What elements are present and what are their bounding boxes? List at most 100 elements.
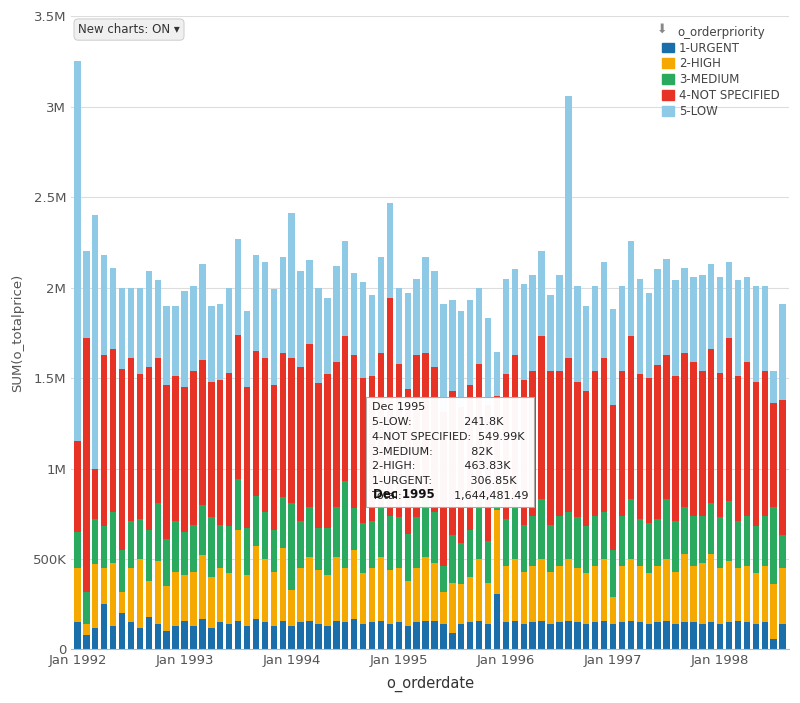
Bar bbox=[351, 354, 358, 508]
Bar bbox=[628, 621, 634, 650]
Bar bbox=[521, 380, 527, 524]
Bar bbox=[628, 499, 634, 559]
Bar bbox=[83, 624, 90, 635]
Bar bbox=[270, 290, 277, 385]
Bar bbox=[173, 521, 179, 572]
Bar bbox=[163, 586, 170, 631]
Bar bbox=[530, 515, 536, 566]
Bar bbox=[378, 257, 384, 353]
Bar bbox=[734, 376, 742, 521]
Bar bbox=[226, 373, 232, 527]
Bar bbox=[663, 621, 670, 650]
Bar bbox=[182, 532, 188, 575]
Bar bbox=[253, 351, 259, 496]
Bar bbox=[217, 380, 223, 524]
Bar bbox=[74, 532, 81, 568]
Bar bbox=[279, 257, 286, 353]
Bar bbox=[333, 362, 339, 507]
Bar bbox=[74, 61, 81, 441]
Bar bbox=[762, 370, 768, 515]
Bar bbox=[324, 375, 330, 528]
Bar bbox=[538, 337, 545, 499]
Bar bbox=[333, 557, 339, 621]
Bar bbox=[395, 568, 402, 622]
Bar bbox=[646, 293, 652, 378]
Bar bbox=[583, 391, 590, 527]
Bar bbox=[512, 621, 518, 650]
Bar bbox=[244, 311, 250, 387]
Bar bbox=[298, 622, 304, 650]
Bar bbox=[128, 622, 134, 650]
Bar bbox=[342, 337, 349, 481]
Bar bbox=[717, 624, 723, 650]
Bar bbox=[199, 264, 206, 360]
Bar bbox=[672, 280, 678, 376]
Bar bbox=[333, 507, 339, 557]
Bar bbox=[485, 624, 491, 650]
Bar bbox=[378, 621, 384, 650]
Bar bbox=[708, 503, 714, 553]
Bar bbox=[574, 517, 581, 568]
Bar bbox=[628, 240, 634, 337]
Bar bbox=[137, 628, 143, 650]
Bar bbox=[226, 624, 232, 650]
Bar bbox=[458, 311, 465, 407]
Bar bbox=[208, 628, 214, 650]
Bar bbox=[618, 515, 625, 566]
Bar bbox=[583, 306, 590, 391]
Bar bbox=[494, 352, 500, 396]
Bar bbox=[682, 268, 688, 353]
Bar bbox=[449, 536, 455, 583]
Bar bbox=[770, 584, 777, 638]
Bar bbox=[208, 517, 214, 577]
X-axis label: o_orderdate: o_orderdate bbox=[386, 676, 474, 692]
Bar bbox=[414, 354, 420, 517]
Bar bbox=[226, 527, 232, 574]
Bar bbox=[154, 358, 161, 503]
Bar bbox=[351, 273, 358, 354]
Bar bbox=[369, 376, 375, 521]
Bar bbox=[618, 622, 625, 650]
Bar bbox=[182, 621, 188, 650]
Bar bbox=[101, 527, 107, 568]
Bar bbox=[601, 621, 607, 650]
Bar bbox=[592, 622, 598, 650]
Bar bbox=[592, 566, 598, 622]
Bar bbox=[163, 385, 170, 539]
Bar bbox=[190, 370, 197, 524]
Bar bbox=[83, 338, 90, 592]
Bar bbox=[476, 621, 482, 650]
Bar bbox=[672, 572, 678, 624]
Bar bbox=[682, 622, 688, 650]
Bar bbox=[386, 202, 393, 298]
Bar bbox=[128, 521, 134, 568]
Bar bbox=[530, 622, 536, 650]
Bar bbox=[306, 260, 313, 344]
Bar bbox=[163, 306, 170, 385]
Bar bbox=[128, 568, 134, 622]
Bar bbox=[565, 621, 572, 650]
Bar bbox=[270, 626, 277, 650]
Bar bbox=[601, 512, 607, 559]
Bar bbox=[137, 375, 143, 520]
Bar bbox=[378, 353, 384, 507]
Bar bbox=[146, 617, 152, 650]
Bar bbox=[449, 391, 455, 536]
Bar bbox=[324, 575, 330, 626]
Bar bbox=[547, 370, 554, 524]
Bar bbox=[583, 527, 590, 574]
Bar bbox=[726, 262, 732, 338]
Bar bbox=[565, 512, 572, 559]
Bar bbox=[485, 541, 491, 583]
Bar bbox=[753, 527, 759, 574]
Bar bbox=[521, 524, 527, 572]
Bar bbox=[494, 510, 500, 594]
Bar bbox=[610, 309, 616, 405]
Bar bbox=[235, 239, 242, 335]
Bar bbox=[663, 499, 670, 559]
Bar bbox=[119, 592, 126, 613]
Bar bbox=[726, 501, 732, 561]
Bar bbox=[298, 521, 304, 568]
Bar bbox=[708, 622, 714, 650]
Bar bbox=[628, 559, 634, 621]
